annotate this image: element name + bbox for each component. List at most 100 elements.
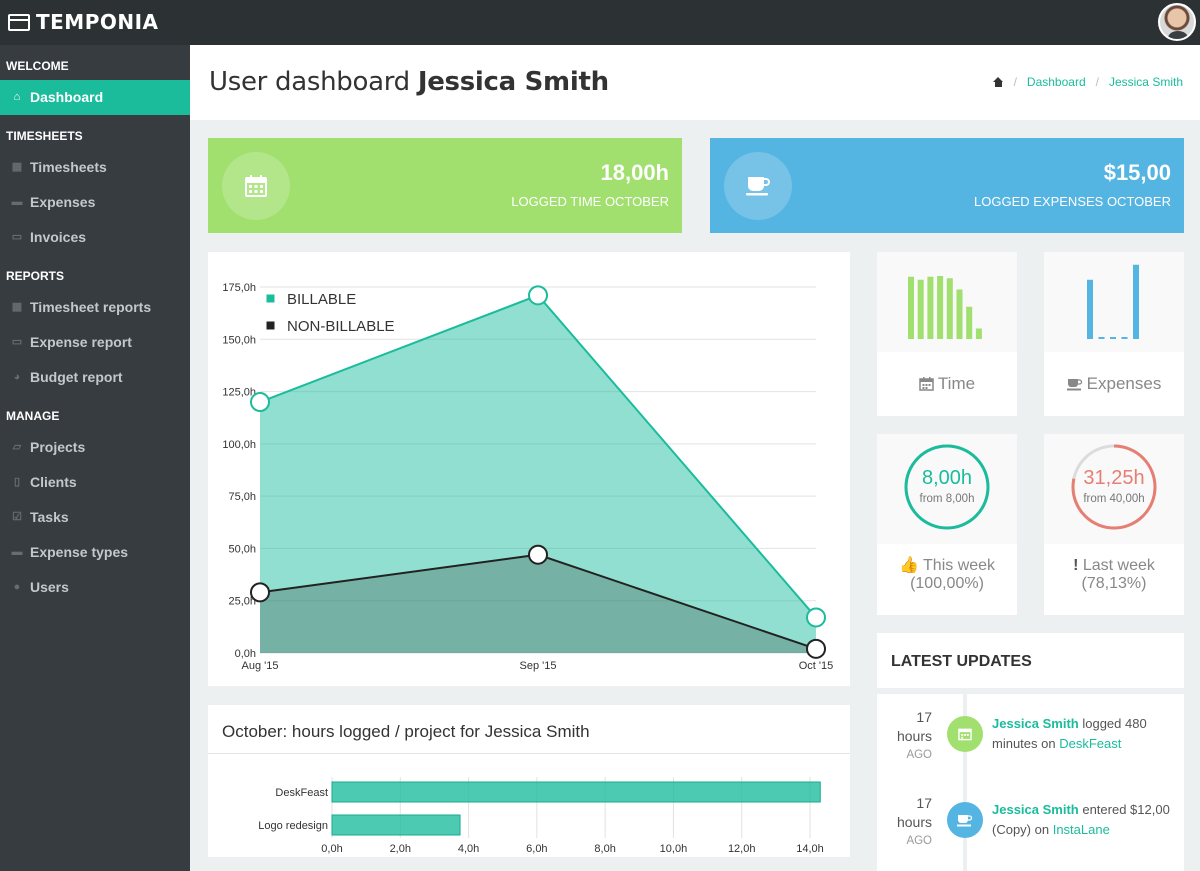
data-point (806, 607, 826, 628)
logged-time-value: 18,00h (600, 160, 670, 185)
data-point (250, 582, 270, 603)
last-week-value: 31,25h (1083, 467, 1145, 489)
x-tick-label: 0,0h (321, 843, 342, 855)
calendar-icon (222, 152, 290, 220)
credit-card-icon: ▭ (11, 336, 23, 348)
x-tick-label: 10,0h (660, 843, 688, 855)
coffee-icon (947, 802, 983, 838)
sidebar-item-expense-report[interactable]: ▭ Expense report (0, 325, 190, 360)
expenses-caption: Expenses (1044, 374, 1184, 394)
update-project-link[interactable]: InstaLane (1052, 822, 1110, 837)
sidebar-item-label: Dashboard (30, 89, 104, 105)
sidebar-section-title: WELCOME (6, 59, 69, 73)
page-title: User dashboard Jessica Smith (209, 67, 609, 97)
sidebar-item-timesheet-reports[interactable]: ▦ Timesheet reports (0, 290, 190, 325)
coffee-icon: ▬ (11, 196, 23, 208)
this-week-target: from 8,00h (919, 493, 975, 505)
y-tick-label: 0,0h (235, 648, 256, 660)
sidebar-item-users[interactable]: ● Users (0, 570, 190, 605)
spark-bar (946, 278, 953, 339)
sidebar-item-tasks[interactable]: ☑ Tasks (0, 500, 190, 535)
sidebar-item-label: Expense types (30, 544, 129, 560)
logo-icon (8, 13, 30, 31)
sidebar-item-clients[interactable]: ▯ Clients (0, 465, 190, 500)
sidebar-item-label: Tasks (30, 509, 69, 525)
time-sparkline-card[interactable]: Time (877, 252, 1017, 416)
project-hours-title: October: hours logged / project for Jess… (222, 722, 590, 741)
thumbs-up-icon: 👍 (898, 557, 919, 574)
sidebar-item-budget-report[interactable]: ◕ Budget report (0, 360, 190, 395)
spark-bar (937, 276, 944, 339)
sidebar-item-timesheets[interactable]: ▦ Timesheets (0, 150, 190, 185)
this-week-card[interactable]: 8,00h from 8,00h 👍 This week (100,00%) (877, 434, 1017, 615)
calendar-icon: ▦ (11, 301, 23, 313)
calendar-icon (919, 377, 934, 391)
update-text: Jessica Smith logged 480 minutes on Desk… (992, 716, 1147, 751)
category-label: DeskFeast (275, 787, 328, 799)
update-project-link[interactable]: DeskFeast (1059, 736, 1122, 751)
this-week-percent: (100,00%) (910, 575, 984, 592)
x-tick-label: Aug '15 (242, 660, 279, 672)
credit-card-icon: ▭ (11, 231, 23, 243)
brand-logo[interactable]: TEMPONIA (8, 10, 159, 34)
pie-chart-icon: ◕ (13, 371, 21, 383)
gauge-arc (1071, 444, 1157, 530)
last-week-label: Last week (1082, 557, 1155, 574)
sidebar-item-dashboard[interactable]: ⌂ Dashboard (0, 80, 190, 115)
time-sparkline (877, 252, 1017, 352)
data-point (528, 285, 548, 306)
sidebar-item-projects[interactable]: ▱ Projects (0, 430, 190, 465)
logged-time-label: LOGGED TIME OCTOBER (511, 194, 669, 209)
category-label: Logo redesign (258, 820, 328, 832)
spark-bar (917, 279, 924, 339)
spark-bar (927, 276, 934, 339)
sidebar-section-title: TIMESHEETS (6, 129, 83, 143)
update-text: Jessica Smith entered $12,00 (Copy) on I… (992, 802, 1170, 837)
sidebar-item-label: Timesheet reports (30, 299, 152, 315)
expenses-sparkline-card[interactable]: Expenses (1044, 252, 1184, 416)
sidebar-section-title: REPORTS (6, 269, 65, 283)
logged-expenses-value: $15,00 (1103, 160, 1171, 185)
update-time: 17 hours AGO (896, 795, 932, 847)
x-tick-label: 4,0h (458, 843, 479, 855)
spark-bar (975, 328, 982, 339)
update-user-link[interactable]: Jessica Smith (992, 716, 1079, 731)
sidebar-item-invoices[interactable]: ▭ Invoices (0, 220, 190, 255)
x-tick-label: Oct '15 (799, 660, 834, 672)
y-tick-label: 25,0h (228, 596, 256, 608)
last-week-percent: (78,13%) (1081, 575, 1147, 592)
expenses-caption-label: Expenses (1086, 374, 1162, 393)
sidebar-item-label: Timesheets (30, 159, 107, 175)
last-week-target: from 40,00h (1083, 493, 1145, 505)
breadcrumb-current-link[interactable]: Jessica Smith (1108, 75, 1183, 89)
folder-icon: ▱ (12, 441, 22, 453)
logged-time-card: 18,00h LOGGED TIME OCTOBER (208, 138, 682, 233)
users-icon: ● (13, 581, 21, 593)
spark-bar (908, 276, 914, 339)
sidebar-item-expenses[interactable]: ▬ Expenses (0, 185, 190, 220)
x-tick-label: 14,0h (796, 843, 824, 855)
calendar-icon (947, 716, 983, 752)
series-area-0 (260, 295, 816, 653)
y-tick-label: 175,0h (222, 282, 256, 294)
last-week-card[interactable]: 31,25h from 40,00h ! Last week (78,13%) (1044, 434, 1184, 615)
x-tick-label: 6,0h (526, 843, 547, 855)
user-avatar[interactable] (1158, 3, 1196, 41)
y-tick-label: 125,0h (222, 387, 256, 399)
update-item: 17 hours AGO Jessica Smith entered $12,00… (877, 794, 1184, 871)
y-tick-label: 150,0h (222, 334, 256, 346)
update-user-link[interactable]: Jessica Smith (992, 802, 1079, 817)
sidebar-item-label: Clients (30, 474, 77, 490)
spark-bar (1121, 337, 1128, 339)
sidebar-item-label: Expense report (30, 334, 132, 350)
spark-bar (966, 306, 973, 339)
breadcrumb-dashboard-link[interactable]: Dashboard (1026, 75, 1086, 89)
y-tick-label: 100,0h (222, 439, 256, 451)
sidebar-item-label: Users (30, 579, 69, 595)
home-icon[interactable] (992, 77, 1004, 87)
spark-bar (1110, 337, 1116, 339)
sidebar-item-expense-types[interactable]: ▬ Expense types (0, 535, 190, 570)
legend-label: BILLABLE (287, 291, 356, 308)
latest-updates-panel: LATEST UPDATES 17 hours AGO Jessica Smith… (877, 633, 1184, 871)
gauge-arc (904, 444, 990, 530)
